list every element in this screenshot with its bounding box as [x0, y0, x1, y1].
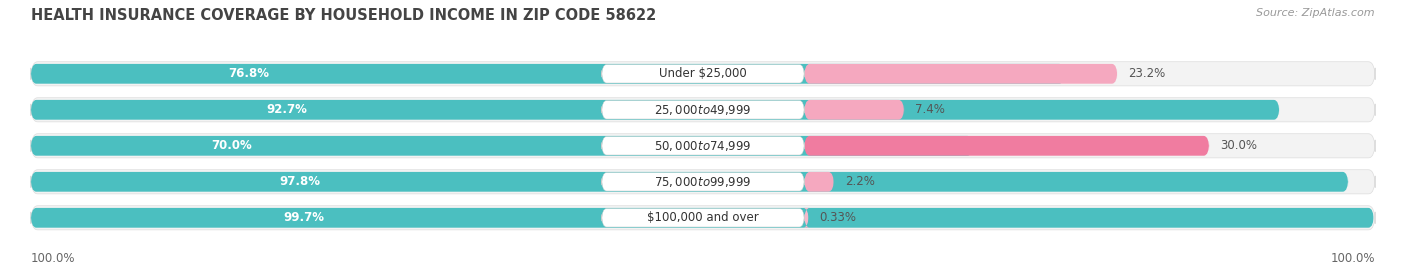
- Text: Under $25,000: Under $25,000: [659, 67, 747, 80]
- Text: HEALTH INSURANCE COVERAGE BY HOUSEHOLD INCOME IN ZIP CODE 58622: HEALTH INSURANCE COVERAGE BY HOUSEHOLD I…: [31, 8, 657, 23]
- FancyBboxPatch shape: [31, 206, 1375, 230]
- FancyBboxPatch shape: [803, 208, 810, 228]
- FancyBboxPatch shape: [602, 65, 804, 83]
- Text: 30.0%: 30.0%: [1220, 139, 1257, 152]
- FancyBboxPatch shape: [31, 134, 1375, 158]
- Text: 100.0%: 100.0%: [1330, 252, 1375, 265]
- Text: $50,000 to $74,999: $50,000 to $74,999: [654, 139, 752, 153]
- Text: 76.8%: 76.8%: [228, 67, 269, 80]
- Text: 99.7%: 99.7%: [284, 211, 325, 224]
- Text: $100,000 and over: $100,000 and over: [647, 211, 759, 224]
- FancyBboxPatch shape: [602, 209, 804, 227]
- Text: 100.0%: 100.0%: [31, 252, 76, 265]
- FancyBboxPatch shape: [31, 172, 1348, 192]
- FancyBboxPatch shape: [31, 170, 1375, 194]
- FancyBboxPatch shape: [31, 98, 1375, 122]
- FancyBboxPatch shape: [31, 136, 973, 156]
- Text: 23.2%: 23.2%: [1128, 67, 1166, 80]
- FancyBboxPatch shape: [804, 100, 904, 120]
- Text: 92.7%: 92.7%: [267, 103, 308, 116]
- FancyBboxPatch shape: [31, 62, 1375, 86]
- Text: 2.2%: 2.2%: [845, 175, 875, 188]
- FancyBboxPatch shape: [31, 64, 1064, 84]
- FancyBboxPatch shape: [804, 64, 1118, 84]
- FancyBboxPatch shape: [804, 136, 1209, 156]
- FancyBboxPatch shape: [602, 101, 804, 119]
- Text: $25,000 to $49,999: $25,000 to $49,999: [654, 103, 752, 117]
- Text: 7.4%: 7.4%: [915, 103, 945, 116]
- FancyBboxPatch shape: [602, 137, 804, 155]
- Text: 0.33%: 0.33%: [820, 211, 856, 224]
- Text: Source: ZipAtlas.com: Source: ZipAtlas.com: [1257, 8, 1375, 18]
- Text: 70.0%: 70.0%: [212, 139, 253, 152]
- Text: $75,000 to $99,999: $75,000 to $99,999: [654, 175, 752, 189]
- Text: 97.8%: 97.8%: [280, 175, 321, 188]
- FancyBboxPatch shape: [602, 173, 804, 191]
- FancyBboxPatch shape: [31, 100, 1279, 120]
- FancyBboxPatch shape: [31, 208, 1374, 228]
- FancyBboxPatch shape: [804, 172, 834, 192]
